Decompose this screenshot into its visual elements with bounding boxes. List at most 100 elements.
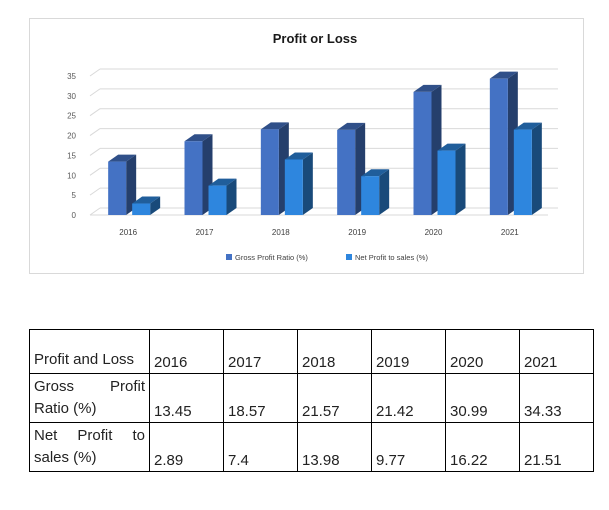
table-cell: 21.51 (519, 422, 594, 472)
bar-front (337, 129, 356, 215)
bar-side (226, 178, 237, 215)
table-row-label: Net Profit to sales (%) (29, 422, 150, 472)
legend-item: Gross Profit Ratio (%) (226, 253, 308, 262)
table-header-year: 2021 (519, 329, 594, 374)
table-cell: 18.57 (223, 373, 298, 423)
legend: Gross Profit Ratio (%) Net Profit to sale… (226, 253, 428, 262)
bar-top (361, 169, 390, 177)
x-tick-label: 2016 (119, 228, 137, 237)
bar-front (108, 161, 127, 215)
gridline-depth (89, 68, 101, 77)
bar-top (184, 134, 213, 142)
gridline-depth (89, 88, 101, 97)
bar-gross-profit-2016 (108, 154, 137, 215)
bar-gross-profit-2017 (184, 134, 213, 215)
legend-swatch (226, 254, 232, 260)
bar-gross-profit-2019 (337, 122, 366, 215)
x-tick-label: 2021 (501, 228, 519, 237)
bar-top (132, 196, 161, 204)
bar-front (284, 159, 303, 215)
bar-front (361, 176, 380, 215)
table-header-row: Profit and Loss 2016 2017 2018 2019 2020 2021 (29, 329, 594, 374)
table-header-year: 2016 (149, 329, 224, 374)
bar-net-profit-2017 (208, 178, 237, 215)
y-tick-label: 15 (67, 151, 76, 160)
bar-top (337, 122, 366, 130)
bar-net-profit-2019 (361, 169, 390, 215)
bar-front (208, 185, 227, 215)
bar-front (513, 129, 532, 215)
y-tick-label: 25 (67, 112, 76, 121)
x-tick-label: 2017 (196, 228, 214, 237)
bar-side (302, 152, 313, 215)
gridline-depth (89, 167, 101, 176)
bar-side (455, 143, 466, 215)
bar-gross-profit-2018 (260, 122, 289, 215)
bar-top (260, 122, 289, 130)
bar-side (531, 122, 542, 215)
gridline-depth (89, 187, 101, 196)
bar-front (184, 141, 203, 215)
data-table: Profit and Loss 2016 2017 2018 2019 2020 2021 G… (29, 329, 594, 472)
gridlines (89, 68, 558, 216)
bar-front (413, 91, 432, 215)
x-tick-label: 2019 (348, 228, 366, 237)
bar-top (208, 178, 237, 186)
table-header-year: 2018 (297, 329, 372, 374)
gridline-depth (89, 207, 101, 216)
bar-top (489, 71, 518, 79)
bar-top (513, 122, 542, 130)
bar-front (260, 129, 279, 215)
legend-label: Net Profit to sales (%) (355, 253, 428, 262)
gridline-depth (89, 108, 101, 117)
y-axis: 0 5 10 15 20 25 30 35 (67, 72, 76, 220)
table-header-year: 2019 (371, 329, 446, 374)
table-cell: 13.98 (297, 422, 372, 472)
y-tick-label: 30 (67, 92, 76, 101)
bar-net-profit-2016 (132, 196, 161, 215)
x-axis: 2016 2017 2018 2019 2020 2021 (119, 228, 519, 237)
table-cell: 30.99 (445, 373, 520, 423)
chart-title: Profit or Loss (273, 31, 358, 46)
y-tick-label: 20 (67, 132, 76, 141)
bar-side (150, 196, 161, 215)
table-cell: 21.42 (371, 373, 446, 423)
bar-side (379, 169, 390, 215)
y-tick-label: 35 (67, 72, 76, 81)
legend-swatch (346, 254, 352, 260)
table-cell: 13.45 (149, 373, 224, 423)
y-tick-label: 10 (67, 171, 76, 180)
bar-top (284, 152, 313, 160)
table-row: Gross Profit Ratio (%) 13.45 18.57 21.57 21.… (29, 373, 594, 423)
table-header-year: 2017 (223, 329, 298, 374)
legend-label: Gross Profit Ratio (%) (235, 253, 308, 262)
bar-net-profit-2020 (437, 143, 466, 215)
table-row-label: Gross Profit Ratio (%) (29, 373, 150, 423)
bar-top (413, 84, 442, 92)
chart-area: Profit or Loss 0 5 10 15 20 25 30 35 2016 2017 20… (29, 18, 584, 274)
table-cell: 2.89 (149, 422, 224, 472)
bar-gross-profit-2021 (489, 71, 518, 215)
y-tick-label: 0 (72, 211, 77, 220)
table-cell: 34.33 (519, 373, 594, 423)
table-cell: 16.22 (445, 422, 520, 472)
table-cell: 7.4 (223, 422, 298, 472)
bar-front (132, 203, 151, 215)
legend-item: Net Profit to sales (%) (346, 253, 428, 262)
bar-front (437, 150, 456, 215)
gridline-depth (89, 148, 101, 156)
bar-net-profit-2021 (513, 122, 542, 215)
x-tick-label: 2018 (272, 228, 290, 237)
y-tick-label: 5 (72, 191, 77, 200)
x-tick-label: 2020 (425, 228, 443, 237)
bar-side (126, 154, 137, 215)
bar-net-profit-2018 (284, 152, 313, 215)
bar-top (108, 154, 137, 162)
bar-front (489, 78, 508, 215)
table-header-year: 2020 (445, 329, 520, 374)
table-header-label: Profit and Loss (29, 329, 150, 374)
bars (108, 71, 542, 215)
table-cell: 9.77 (371, 422, 446, 472)
table-cell: 21.57 (297, 373, 372, 423)
